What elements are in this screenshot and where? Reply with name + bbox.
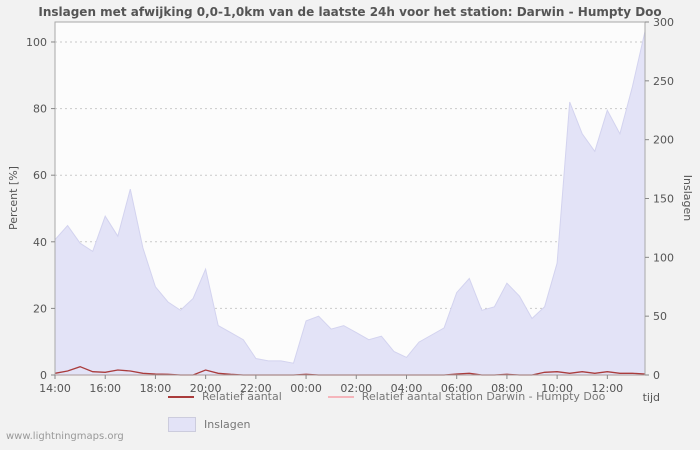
svg-text:100: 100 xyxy=(653,251,674,264)
svg-text:0: 0 xyxy=(653,369,660,382)
legend-item-strikes: Inslagen xyxy=(168,417,250,432)
svg-text:18:00: 18:00 xyxy=(140,382,172,395)
legend-row-lines: Relatief aantal Relatief aantal station … xyxy=(168,390,605,403)
svg-text:50: 50 xyxy=(653,310,667,323)
svg-text:150: 150 xyxy=(653,193,674,206)
svg-text:80: 80 xyxy=(33,103,47,116)
svg-text:100: 100 xyxy=(26,36,47,49)
legend-label: Relatief aantal xyxy=(202,390,282,403)
legend-row-area: Inslagen xyxy=(168,417,605,432)
svg-text:300: 300 xyxy=(653,16,674,29)
relative-station-line-swatch xyxy=(327,395,354,398)
svg-text:60: 60 xyxy=(33,169,47,182)
svg-text:04:00: 04:00 xyxy=(391,382,423,395)
svg-text:00:00: 00:00 xyxy=(290,382,322,395)
svg-text:20:00: 20:00 xyxy=(190,382,222,395)
legend-item-relative: Relatief aantal xyxy=(168,390,282,403)
svg-text:40: 40 xyxy=(33,236,47,249)
legend-label: Relatief aantal station Darwin - Humpty … xyxy=(361,390,606,403)
svg-text:200: 200 xyxy=(653,134,674,147)
strikes-area-swatch xyxy=(168,417,196,432)
legend: Relatief aantal Relatief aantal station … xyxy=(168,390,605,432)
legend-label: Inslagen xyxy=(204,418,251,431)
svg-text:06:00: 06:00 xyxy=(441,382,473,395)
watermark-link[interactable]: www.lightningmaps.org xyxy=(6,431,124,442)
svg-text:0: 0 xyxy=(40,369,47,382)
svg-text:02:00: 02:00 xyxy=(340,382,372,395)
legend-item-relative-station: Relatief aantal station Darwin - Humpty … xyxy=(327,390,606,403)
relative-line-swatch xyxy=(168,395,194,398)
svg-text:12:00: 12:00 xyxy=(591,382,623,395)
svg-text:08:00: 08:00 xyxy=(491,382,523,395)
x-axis-label: tijd xyxy=(642,391,660,404)
chart-title: Inslagen met afwijking 0,0-1,0km van de … xyxy=(38,5,662,19)
svg-text:16:00: 16:00 xyxy=(89,382,121,395)
svg-text:250: 250 xyxy=(653,75,674,88)
svg-text:14:00: 14:00 xyxy=(39,382,71,395)
svg-text:22:00: 22:00 xyxy=(240,382,272,395)
svg-text:20: 20 xyxy=(33,302,47,315)
svg-text:10:00: 10:00 xyxy=(541,382,573,395)
